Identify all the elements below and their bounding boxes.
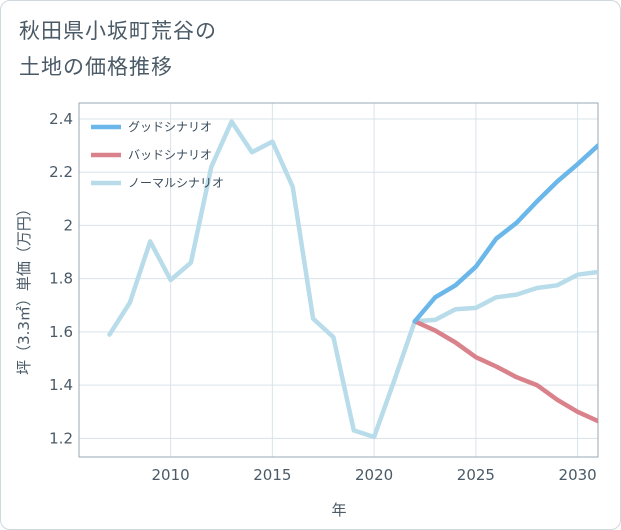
y-tick-label: 2.4 <box>49 110 73 128</box>
x-tick-label: 2025 <box>457 466 495 484</box>
x-tick-label: 2015 <box>253 466 291 484</box>
chart-title: 秋田県小坂町荒谷の 土地の価格推移 <box>19 13 217 85</box>
series-line-normal <box>107 119 598 440</box>
legend-label: ノーマルシナリオ <box>128 176 224 190</box>
x-tick-label: 2030 <box>559 466 597 484</box>
y-tick-label: 1.8 <box>49 270 73 288</box>
y-axis-title: 坪（3.3㎡）単価（万円） <box>15 201 33 375</box>
tick-labels: 2010 2015 2020 2025 2030 1.2 1.4 1.6 1.8 2 2.2 2.4 <box>49 110 597 484</box>
series-lines <box>107 119 598 440</box>
y-tick-label: 1.2 <box>49 429 73 447</box>
y-tick-label: 2 <box>63 216 73 234</box>
y-tick-label: 1.4 <box>49 376 73 394</box>
legend-label: グッドシナリオ <box>128 120 212 134</box>
x-tick-label: 2010 <box>151 466 189 484</box>
x-axis-title: 年 <box>331 501 346 519</box>
chart-title-line2: 土地の価格推移 <box>19 55 173 79</box>
y-tick-label: 2.2 <box>49 163 73 181</box>
legend-label: バッドシナリオ <box>128 148 212 162</box>
series-line-good <box>412 143 598 324</box>
plot-frame <box>78 102 599 458</box>
x-tick-label: 2020 <box>355 466 393 484</box>
y-tick-label: 1.6 <box>49 323 73 341</box>
chart-title-line1: 秋田県小坂町荒谷の <box>19 19 217 43</box>
series-line-bad <box>412 319 598 424</box>
